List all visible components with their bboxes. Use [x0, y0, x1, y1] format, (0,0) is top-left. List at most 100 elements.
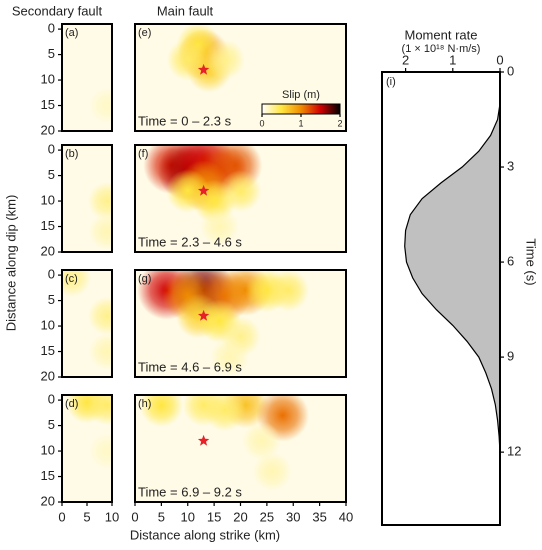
slip-patch	[89, 87, 112, 124]
panel-frame	[134, 144, 347, 253]
slip-patch	[166, 38, 209, 81]
slip-patch	[204, 39, 245, 80]
slip-field	[139, 395, 309, 491]
y-tick-label: 15	[41, 97, 55, 112]
x-tick-label: 25	[260, 509, 274, 524]
y-tick-label: 20	[41, 122, 55, 137]
colorbar-title: Slip (m)	[282, 89, 320, 101]
y-tick-label: 20	[41, 493, 55, 508]
slip-patch	[139, 395, 183, 427]
x-tick-label: 35	[312, 509, 326, 524]
y-tick-label: 0	[48, 142, 55, 157]
panel-label: (a)	[65, 27, 78, 39]
panel-label: (g)	[138, 273, 151, 285]
time-window: Time = 4.6 – 6.9 s	[138, 359, 242, 374]
slip-field	[137, 270, 309, 376]
x-tick-label: 5	[158, 509, 165, 524]
time-window: Time = 2.3 – 4.6 s	[138, 234, 242, 249]
slip-patch	[267, 270, 309, 312]
x-tick-label: 40	[339, 509, 353, 524]
hypocenter	[197, 184, 210, 196]
panel-frame	[61, 23, 113, 132]
x-tick-label: 1	[449, 52, 456, 67]
panel-label: (e)	[138, 27, 151, 39]
slip-patch	[203, 395, 246, 432]
slip-patch	[242, 421, 281, 461]
slip-patch	[166, 169, 210, 213]
colorbar	[261, 103, 341, 115]
y-axis-label: Time (s)	[524, 238, 539, 285]
panel-frame	[134, 23, 347, 132]
slip-patch	[210, 337, 250, 376]
x-tick-label: 0	[58, 509, 65, 524]
x-tick-label: 5	[83, 509, 90, 524]
y-tick-label: 0	[48, 392, 55, 407]
slip-field	[166, 24, 245, 93]
time-window: Time = 0 – 2.3 s	[138, 113, 232, 128]
y-tick-label: 15	[41, 468, 55, 483]
slip-patch	[200, 207, 239, 246]
moment-rate-area	[404, 72, 501, 453]
y-tick-label: 20	[41, 368, 55, 383]
x-tick-label: 0	[496, 52, 503, 67]
panel-label: (b)	[65, 148, 78, 160]
y-axis-label: Distance along dip (km)	[3, 195, 18, 332]
time-window: Time = 6.9 – 9.2 s	[138, 484, 242, 499]
y-tick-label: 5	[48, 46, 55, 61]
panel-title: Secondary fault	[12, 3, 103, 18]
x-tick-label: 10	[105, 509, 119, 524]
y-tick-label: 10	[41, 317, 55, 332]
x-tick-label: 10	[181, 509, 195, 524]
colorbar-tick-label: 0	[259, 118, 264, 128]
chart-subtitle: (1 × 10¹⁸ N·m/s)	[402, 43, 481, 55]
slip-patch	[62, 270, 91, 297]
panel-label: (f)	[138, 148, 148, 160]
y-tick-label: 5	[48, 167, 55, 182]
slip-patch	[252, 452, 292, 491]
slip-patch	[89, 433, 112, 469]
panel-frame	[381, 71, 501, 526]
y-tick-label: 10	[41, 71, 55, 86]
slip-field	[143, 145, 263, 246]
panel-label: (i)	[386, 76, 396, 88]
slip-patch	[88, 333, 112, 370]
y-tick-label: 6	[507, 254, 514, 269]
hypocenter	[197, 434, 210, 446]
chart-title: Moment rate	[405, 27, 478, 42]
panel-label: (c)	[65, 273, 78, 285]
y-tick-label: 15	[41, 218, 55, 233]
y-tick-label: 12	[507, 444, 521, 459]
slip-field	[66, 395, 112, 469]
colorbar-tick-label: 1	[298, 118, 303, 128]
panel-title: Main fault	[157, 3, 214, 18]
x-tick-label: 15	[207, 509, 221, 524]
slip-patch	[219, 170, 262, 212]
slip-field	[62, 270, 112, 370]
y-tick-label: 9	[507, 349, 514, 364]
y-tick-label: 20	[41, 243, 55, 258]
slip-patch	[88, 182, 112, 221]
x-axis-label: Distance along strike (km)	[130, 527, 280, 542]
x-tick-label: 0	[131, 509, 138, 524]
slip-patch	[88, 213, 112, 250]
slip-field	[88, 182, 112, 250]
y-tick-label: 5	[48, 292, 55, 307]
panel-frame	[61, 269, 113, 378]
y-tick-label: 15	[41, 343, 55, 358]
panel-label: (h)	[138, 398, 151, 410]
slip-patch	[87, 395, 112, 425]
slip-patch	[88, 296, 112, 335]
y-tick-label: 0	[507, 63, 514, 78]
slip-field	[89, 87, 112, 124]
y-tick-label: 0	[48, 267, 55, 282]
y-tick-label: 3	[507, 158, 514, 173]
y-tick-label: 5	[48, 417, 55, 432]
panel-frame	[134, 269, 347, 378]
hypocenter	[197, 309, 210, 321]
hypocenter	[197, 63, 210, 75]
y-tick-label: 10	[41, 442, 55, 457]
panel-label: (d)	[65, 398, 78, 410]
y-tick-label: 0	[48, 21, 55, 36]
x-tick-label: 2	[402, 52, 409, 67]
